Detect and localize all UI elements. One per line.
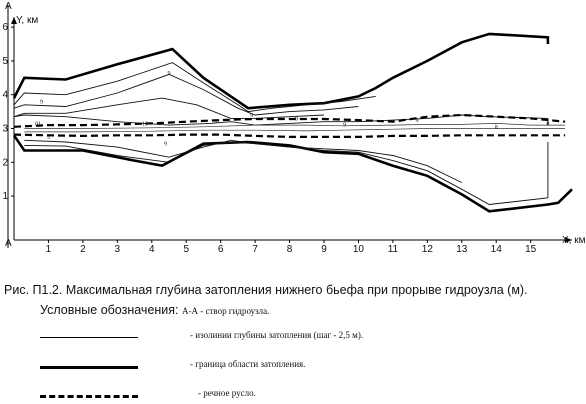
contour-label: 9: [40, 99, 43, 105]
x-tick-label: 4: [149, 244, 155, 255]
x-tick-label: 7: [252, 244, 258, 255]
figure-caption: Рис. П1.2. Максимальная глубина затоплен…: [4, 283, 528, 297]
contour-label: 8: [546, 121, 549, 127]
legend-item-river: - речное русло.: [40, 388, 440, 404]
y-tick-label: 1: [2, 191, 8, 202]
series-isoline: [24, 141, 549, 205]
x-tick-label: 2: [80, 244, 86, 255]
x-tick-label: 5: [183, 244, 189, 255]
series-river: [13, 113, 566, 128]
section-label-bottom: А: [5, 238, 12, 249]
legend-title-text: Условные обозначения:: [40, 303, 179, 317]
y-tick-label: 5: [2, 56, 8, 67]
x-tick-label: 12: [422, 244, 434, 255]
y-tick-label: 2: [2, 157, 8, 168]
legend-text-isolines: - изолинии глубины затопления (шаг - 2,5…: [190, 330, 364, 340]
series-isoline: [13, 97, 325, 119]
x-tick-label: 8: [287, 244, 293, 255]
legend-item-boundary: - граница области затопления.: [40, 359, 440, 375]
legend-swatch-isolines: [40, 337, 138, 338]
legend-text-boundary: - граница области затопления.: [190, 359, 306, 369]
series-isoline: [13, 62, 376, 113]
x-tick-label: 9: [321, 244, 327, 255]
series-thin: [24, 128, 566, 133]
contour-label: 5: [47, 135, 50, 141]
y-axis-arrow: [11, 17, 17, 24]
contour-label: 10: [142, 121, 148, 127]
series-thin: [24, 123, 566, 129]
y-tick-label: 4: [2, 90, 8, 101]
contour-label: 9: [295, 116, 298, 122]
legend-section-note: А-А - створ гидроузла.: [182, 306, 270, 316]
x-axis-label: X, км: [562, 235, 586, 246]
x-tick-label: 10: [353, 244, 365, 255]
legend-swatch-river: [40, 395, 138, 398]
series-isoline: [13, 73, 359, 116]
contour-label: 9: [250, 113, 253, 119]
x-tick-label: 11: [388, 244, 399, 255]
y-axis-label: Y, км: [16, 15, 38, 26]
legend-item-isolines: - изолинии глубины затопления (шаг - 2,5…: [40, 330, 440, 346]
x-tick-label: 15: [525, 244, 537, 255]
x-tick-label: 3: [115, 244, 121, 255]
x-tick-label: 1: [46, 244, 52, 255]
x-tick-label: 6: [218, 244, 224, 255]
y-tick-label: 3: [2, 124, 8, 135]
x-tick-label: 13: [456, 244, 468, 255]
y-tick-label: 6: [2, 22, 8, 33]
contour-label: 8: [495, 125, 498, 131]
legend-text-river: - речное русло.: [198, 388, 256, 398]
series-boundary: [12, 134, 573, 213]
series-boundary: [12, 32, 550, 110]
section-label-top: А: [5, 1, 12, 12]
x-axis-arrow: [565, 237, 572, 243]
contour-label: 9: [416, 118, 419, 124]
contour-label: 9: [164, 142, 167, 148]
contour-label: 9: [168, 71, 171, 77]
legend-swatch-boundary: [40, 366, 138, 369]
contour-label: 01: [214, 119, 220, 125]
contour-label: 01: [35, 121, 41, 127]
contour-label: 9: [343, 122, 346, 128]
legend-title: Условные обозначения: А-А - створ гидроу…: [40, 303, 269, 317]
x-tick-label: 14: [491, 244, 503, 255]
series-river: [13, 133, 566, 138]
